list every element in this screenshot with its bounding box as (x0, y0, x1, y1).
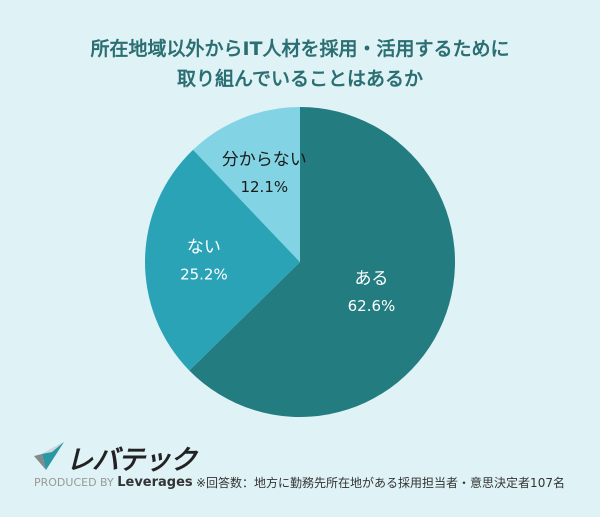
produced-by: PRODUCED BY Leverages (34, 475, 193, 490)
slice-value-label: 62.6% (348, 297, 396, 315)
pie-slice (193, 107, 300, 262)
slice-value-label: 25.2% (180, 265, 228, 283)
pie-slice (189, 107, 455, 417)
slice-label: 分からない (222, 150, 307, 170)
title-line-1: 所在地域以外からIT人材を採用・活用するために (90, 38, 510, 60)
company-name: Leverages (117, 475, 193, 490)
pie-slice (145, 149, 300, 371)
chart-title: 所在地域以外からIT人材を採用・活用するために 取り組んでいることはあるか (0, 34, 600, 94)
brand-name: レバテック (66, 445, 197, 476)
footnote: ※回答数：地方に勤務先所在地がある採用担当者・意思決定者107名 (196, 476, 565, 490)
produced-by-label: PRODUCED BY (34, 476, 114, 489)
title-line-2: 取り組んでいることはあるか (176, 68, 424, 90)
slice-label: ない (187, 237, 221, 257)
levtech-logo-icon (34, 442, 64, 470)
slice-label: ある (354, 269, 388, 289)
slice-value-label: 12.1% (240, 178, 288, 196)
